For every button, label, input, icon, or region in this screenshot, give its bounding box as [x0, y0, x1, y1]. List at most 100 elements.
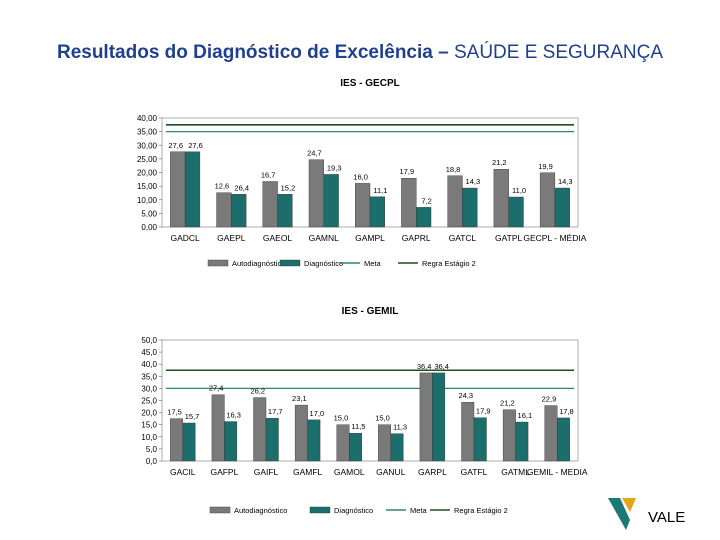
bar-diagnostico — [182, 422, 196, 462]
bar-autodiagnostico — [447, 175, 463, 228]
bar-autodiagnostico — [308, 159, 324, 228]
data-label: 24,7 — [307, 149, 322, 158]
legend-regra-estagio-2-label: Regra Estágio 2 — [422, 259, 476, 268]
bar-autodiagnostico — [355, 183, 371, 228]
bar-diagnostico — [349, 432, 362, 462]
legend-meta-label: Meta — [364, 259, 382, 268]
data-label: 17,7 — [268, 407, 283, 416]
bar-diagnostico — [277, 194, 293, 228]
data-label: 21,2 — [500, 399, 515, 408]
y-tick-label: 25,0 — [141, 397, 157, 406]
legend-diagnostico-label: Diagnóstico — [334, 506, 373, 515]
y-tick-label: 35,0 — [141, 372, 157, 381]
x-tick-label: GAMPL — [355, 233, 385, 243]
legend-diagnostico-label: Diagnóstico — [304, 259, 343, 268]
bar-diagnostico — [557, 417, 570, 462]
bar-diagnostico — [231, 194, 247, 228]
data-label: 26,4 — [234, 183, 249, 192]
chart-ies-gemil: IES - GEMIL 50,0 45,0 40,0 35,0 30,0 25,0 20,0 1… — [141, 306, 587, 515]
bar-autodiagnostico — [401, 178, 417, 228]
y-tick-label: 5,0 — [146, 445, 158, 454]
y-tick-label: 45,0 — [141, 348, 157, 357]
data-label: 17,8 — [559, 407, 574, 416]
y-tick-label: 50,0 — [141, 336, 157, 345]
data-label: 17,5 — [167, 408, 182, 417]
x-tick-label: GATFL — [461, 467, 488, 477]
bar-diagnostico — [265, 417, 279, 462]
bar-diagnostico — [224, 421, 238, 462]
data-label: 22,9 — [542, 395, 557, 404]
x-tick-label: GAPRL — [402, 233, 431, 243]
bar-diagnostico — [307, 419, 321, 462]
x-tick-label: GACIL — [170, 467, 196, 477]
data-label: 27,4 — [209, 384, 224, 393]
data-label: 15,0 — [375, 414, 390, 423]
data-label: 7,2 — [421, 196, 431, 205]
bar-diagnostico — [390, 433, 404, 462]
data-label: 14,3 — [558, 177, 573, 186]
data-label: 11,3 — [393, 423, 407, 432]
data-label: 18,8 — [446, 165, 461, 174]
legend-regra-estagio-2-label: Regra Estágio 2 — [454, 506, 508, 515]
bar-autodiagnostico — [336, 424, 350, 462]
bar-autodiagnostico — [419, 372, 433, 462]
data-label: 15,2 — [281, 183, 296, 192]
data-label: 12,6 — [215, 182, 230, 191]
y-tick-label: 15,0 — [141, 421, 157, 430]
data-label: 16,0 — [353, 172, 368, 181]
legend-autodiagnostico-label: Autodiagnóstico — [234, 506, 287, 515]
x-tick-label: GADCL — [170, 233, 200, 243]
data-label: 24,3 — [458, 391, 473, 400]
bar-diagnostico — [323, 174, 339, 228]
bar-autodiagnostico — [294, 404, 308, 462]
bar-autodiagnostico — [216, 192, 232, 228]
page-title: Resultados do Diagnóstico de Excelência … — [0, 42, 720, 64]
data-label: 16,7 — [261, 170, 276, 179]
data-label: 16,1 — [518, 411, 533, 420]
data-label: 17,0 — [310, 409, 325, 418]
legend-diagnostico-swatch — [279, 259, 301, 267]
chart-title: IES - GEMIL — [342, 306, 399, 317]
vale-logo: VALE — [608, 498, 685, 530]
data-label: 21,2 — [492, 158, 507, 167]
x-tick-label: GANUL — [376, 467, 406, 477]
title-bold: Resultados do Diagnóstico de Excelência … — [56, 42, 449, 63]
x-tick-label: GATPL — [495, 233, 523, 243]
data-label: 11,5 — [351, 422, 365, 431]
bar-diagnostico — [554, 187, 570, 228]
bar-diagnostico — [432, 372, 446, 462]
bar-autodiagnostico — [493, 169, 509, 228]
x-tick-label: GATML — [501, 467, 530, 477]
data-label: 17,9 — [476, 407, 491, 416]
y-tick-label: 30,0 — [141, 384, 157, 393]
legend-autodiagnostico-swatch — [207, 259, 229, 267]
bar-autodiagnostico — [211, 394, 225, 462]
data-label: 19,3 — [327, 163, 342, 172]
bar-diagnostico — [184, 151, 201, 228]
x-tick-label: GAIFL — [254, 467, 279, 477]
y-tick-label: 20,0 — [141, 409, 157, 418]
x-tick-label: GARPL — [418, 467, 447, 477]
bar-autodiagnostico — [461, 401, 475, 462]
x-tick-label: GAMFL — [293, 467, 323, 477]
data-label: 26,2 — [250, 387, 265, 396]
bar-diagnostico — [508, 196, 524, 228]
data-label: 15,0 — [334, 414, 349, 423]
bar-autodiagnostico — [378, 424, 392, 462]
logo-teal-shape — [608, 498, 630, 530]
bar-autodiagnostico — [539, 172, 556, 228]
bar-autodiagnostico — [170, 418, 184, 462]
y-tick-label: 30,00 — [137, 141, 158, 150]
data-label: 14,3 — [466, 177, 481, 186]
title-rest: SAÚDE E SEGURANÇA — [448, 42, 664, 63]
bar-diagnostico — [416, 207, 432, 228]
legend-meta-label: Meta — [410, 506, 428, 515]
x-tick-label: GAMOL — [334, 467, 365, 477]
chart-ies-gecpl: IES - GECPL 40,00 35,00 30,00 25,00 20,00 15,0… — [137, 78, 587, 268]
data-label: 36,4 — [417, 362, 432, 371]
x-tick-label: GATCL — [449, 233, 477, 243]
legend-autodiagnostico-label: Autodiagnóstico — [232, 259, 285, 268]
x-tick-label: GAMNL — [309, 233, 340, 243]
y-tick-label: 15,00 — [137, 182, 158, 191]
legend-autodiagnostico-swatch — [209, 506, 231, 514]
